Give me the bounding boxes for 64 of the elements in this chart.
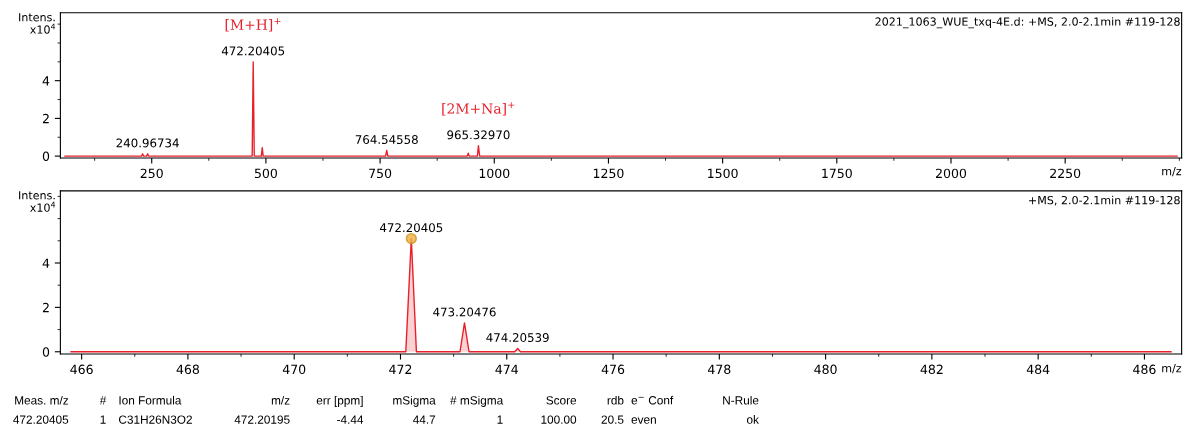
text: even [631, 417, 656, 424]
text: Ion Formula [119, 395, 182, 405]
annotation: [M+H]$^{+}$ [225, 18, 281, 32]
annotation: 764.54558 [355, 135, 418, 144]
text: mSigma [393, 395, 436, 407]
x-tick-label: 480 [814, 364, 837, 375]
text: 20.5 [601, 415, 624, 424]
x-tick-label: 486 [1133, 364, 1156, 375]
text: -4.44 [337, 415, 364, 424]
text: 100.00 [541, 415, 577, 424]
y-axis-title: Intens. x10$^{4}$ [19, 191, 56, 212]
y-tick-label: 2 [42, 302, 49, 313]
annotation: 965.32970 [447, 130, 510, 140]
x-tick-label: 476 [601, 364, 625, 375]
x-axis-title: m/z [1162, 364, 1182, 374]
annotation: 473.20476 [433, 307, 496, 317]
x-tick-label: 250 [140, 168, 163, 179]
text: 472.20405 [13, 415, 69, 424]
y-tick-label: 0 [42, 151, 50, 162]
x-tick-label: 474 [495, 364, 518, 374]
text: m/z [271, 395, 290, 405]
x-tick-label: 472 [389, 364, 412, 374]
text: err [ppm] [316, 395, 363, 407]
text: ok [746, 415, 759, 424]
text: 44.7 [413, 415, 436, 424]
annotation: 474.20539 [486, 333, 549, 342]
line-series [64, 61, 1178, 157]
x-tick-label: 1500 [708, 168, 738, 179]
x-tick-label: 484 [1026, 364, 1050, 375]
x-tick-label: 500 [254, 168, 278, 179]
y-tick-label: 4 [42, 76, 50, 86]
y-tick-label: 0 [42, 347, 50, 357]
text: N-Rule [723, 395, 759, 405]
text: # mSigma [450, 395, 504, 407]
text: 472.20195 [234, 415, 290, 424]
text: 1 [497, 415, 503, 424]
text: e$^{−}$ Conf [631, 395, 674, 405]
x-tick-label: 2000 [936, 168, 967, 179]
text: rdb [607, 395, 624, 405]
annotation: 472.20405 [379, 223, 443, 233]
x-tick-label: 466 [70, 364, 93, 375]
x-axis-title: m/z [1162, 167, 1182, 177]
x-tick-label: 1750 [822, 168, 852, 179]
y-tick-label: 4 [42, 258, 50, 268]
x-tick-label: 750 [369, 168, 392, 179]
x-tick-label: 2250 [1050, 168, 1081, 179]
annotation: 2021_1063_WUE_txq-4E.d: +MS, 2.0-2.1min #119-128 [875, 17, 1180, 29]
x-tick-label: 482 [920, 364, 943, 375]
x-tick-label: 470 [282, 364, 306, 375]
annotation: [2M+Na]$^{+}$ [442, 102, 515, 116]
y-tick-label: 2 [42, 113, 49, 124]
x-tick-label: 1250 [593, 168, 624, 179]
annotation: 240.96734 [116, 138, 179, 148]
annotation: 472.20405 [221, 46, 285, 56]
text: Meas. m/z [15, 395, 69, 405]
text: Score [546, 396, 577, 405]
text: C31H26N3O2 [119, 415, 192, 424]
x-tick-label: 468 [176, 364, 199, 375]
y-axis-title: Intens. x10$^{4}$ [19, 13, 56, 34]
x-tick-label: 1000 [479, 168, 510, 179]
text: 1 [100, 415, 106, 424]
text: # [99, 396, 107, 405]
annotation: +MS, 2.0-2.1min #119-128 [1029, 195, 1180, 206]
x-tick-label: 478 [708, 364, 731, 375]
